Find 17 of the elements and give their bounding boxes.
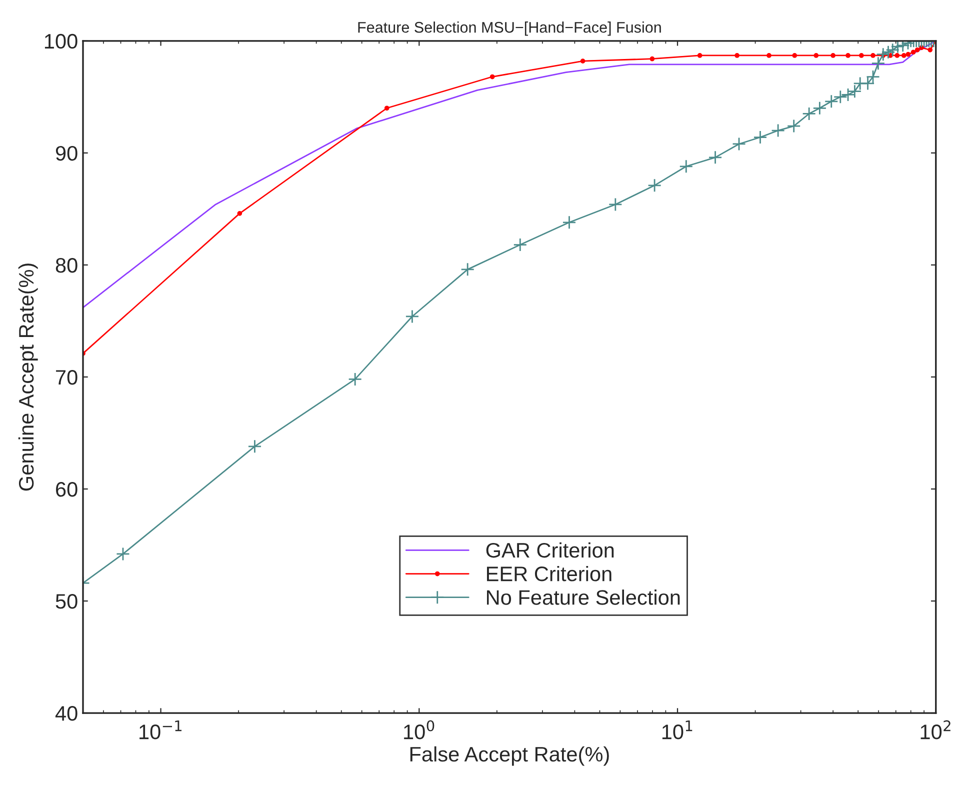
y-tick-label: 50	[56, 594, 78, 609]
y-tick-label: 70	[56, 370, 78, 385]
x-tick-label: 10$^{1}$	[662, 720, 692, 740]
legend-label: GAR Criterion	[486, 542, 614, 558]
y-tick-label: 60	[56, 482, 78, 497]
x-tick-label: 10$^{−1}$	[140, 720, 182, 740]
chart-title: Feature Selection MSU−[Hand−Face] Fusion	[358, 22, 661, 36]
y-tick-label: 90	[56, 146, 78, 161]
x-tick-label: 10$^{2}$	[920, 720, 950, 740]
y-tick-label: 100	[44, 34, 78, 49]
y-tick-label: 40	[55, 706, 78, 721]
x-axis-title: False Accept Rate(%)	[410, 746, 609, 766]
legend-label: No Feature Selection	[486, 590, 680, 605]
y-axis-title: Genuine Accept Rate(%)	[18, 264, 38, 491]
y-tick-label: 80	[56, 258, 78, 273]
x-tick-label: 10$^{0}$	[404, 720, 434, 740]
legend-label: EER Criterion	[486, 566, 612, 582]
